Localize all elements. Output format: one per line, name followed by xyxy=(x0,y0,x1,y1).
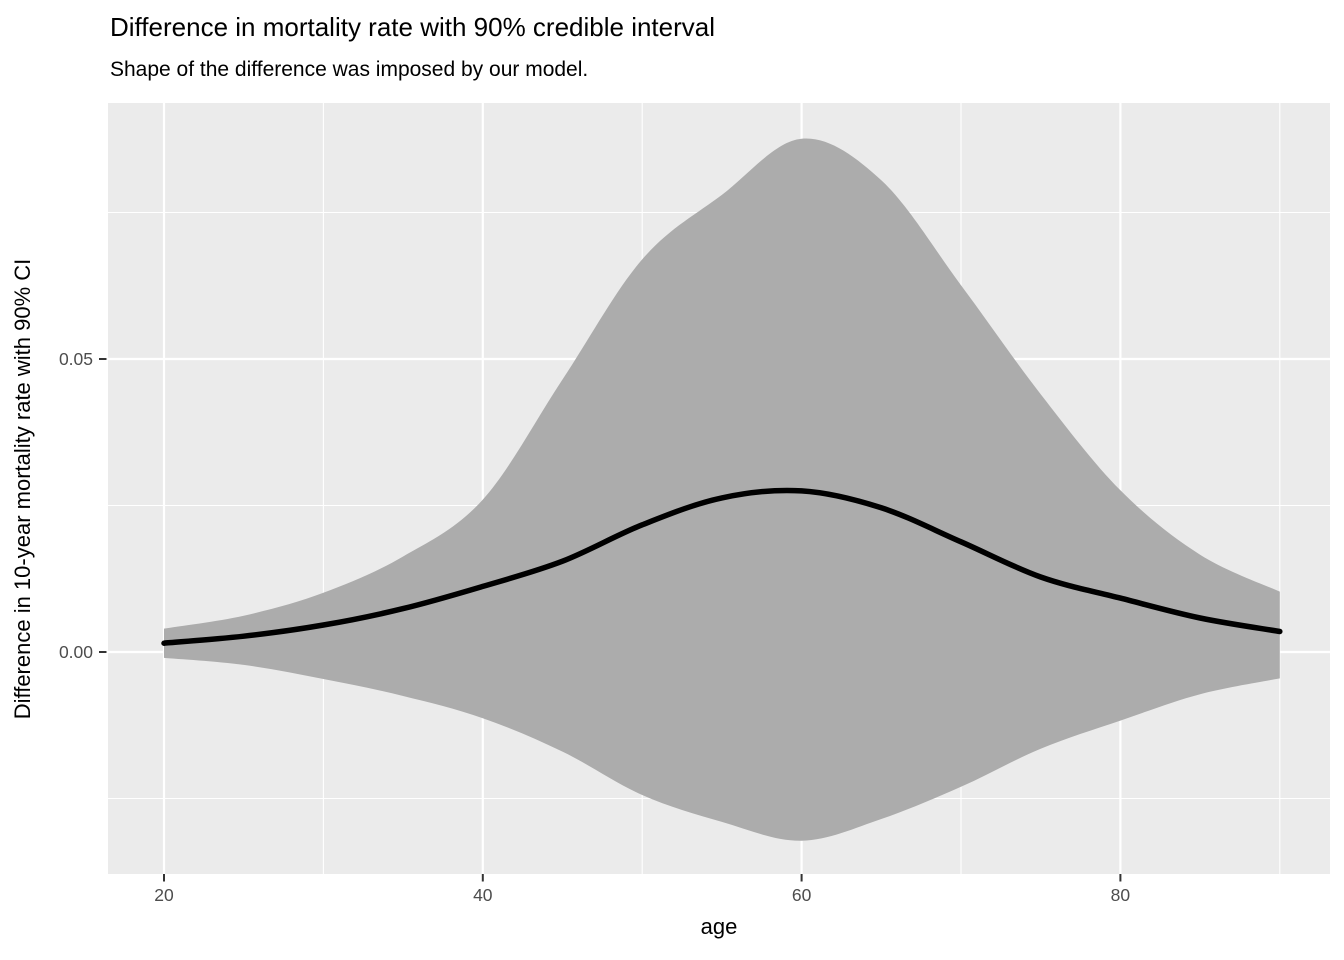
x-tick-label: 60 xyxy=(791,885,812,905)
x-tick-label: 20 xyxy=(154,885,174,905)
median-line xyxy=(161,487,1283,646)
x-tick-label: 80 xyxy=(1110,885,1131,905)
chart-title: Difference in mortality rate with 90% cr… xyxy=(110,12,716,42)
y-tick-label: 0.00 xyxy=(58,641,93,662)
x-axis-title: age xyxy=(700,914,738,939)
x-tick-label: 40 xyxy=(473,885,493,905)
y-axis-title: Difference in 10-year mortality rate wit… xyxy=(10,258,35,720)
y-tick-label: 0.05 xyxy=(58,348,93,369)
chart-subtitle: Shape of the difference was imposed by o… xyxy=(110,58,589,81)
credible-interval-ribbon xyxy=(164,138,1280,841)
axis-tick-marks xyxy=(99,358,1122,882)
